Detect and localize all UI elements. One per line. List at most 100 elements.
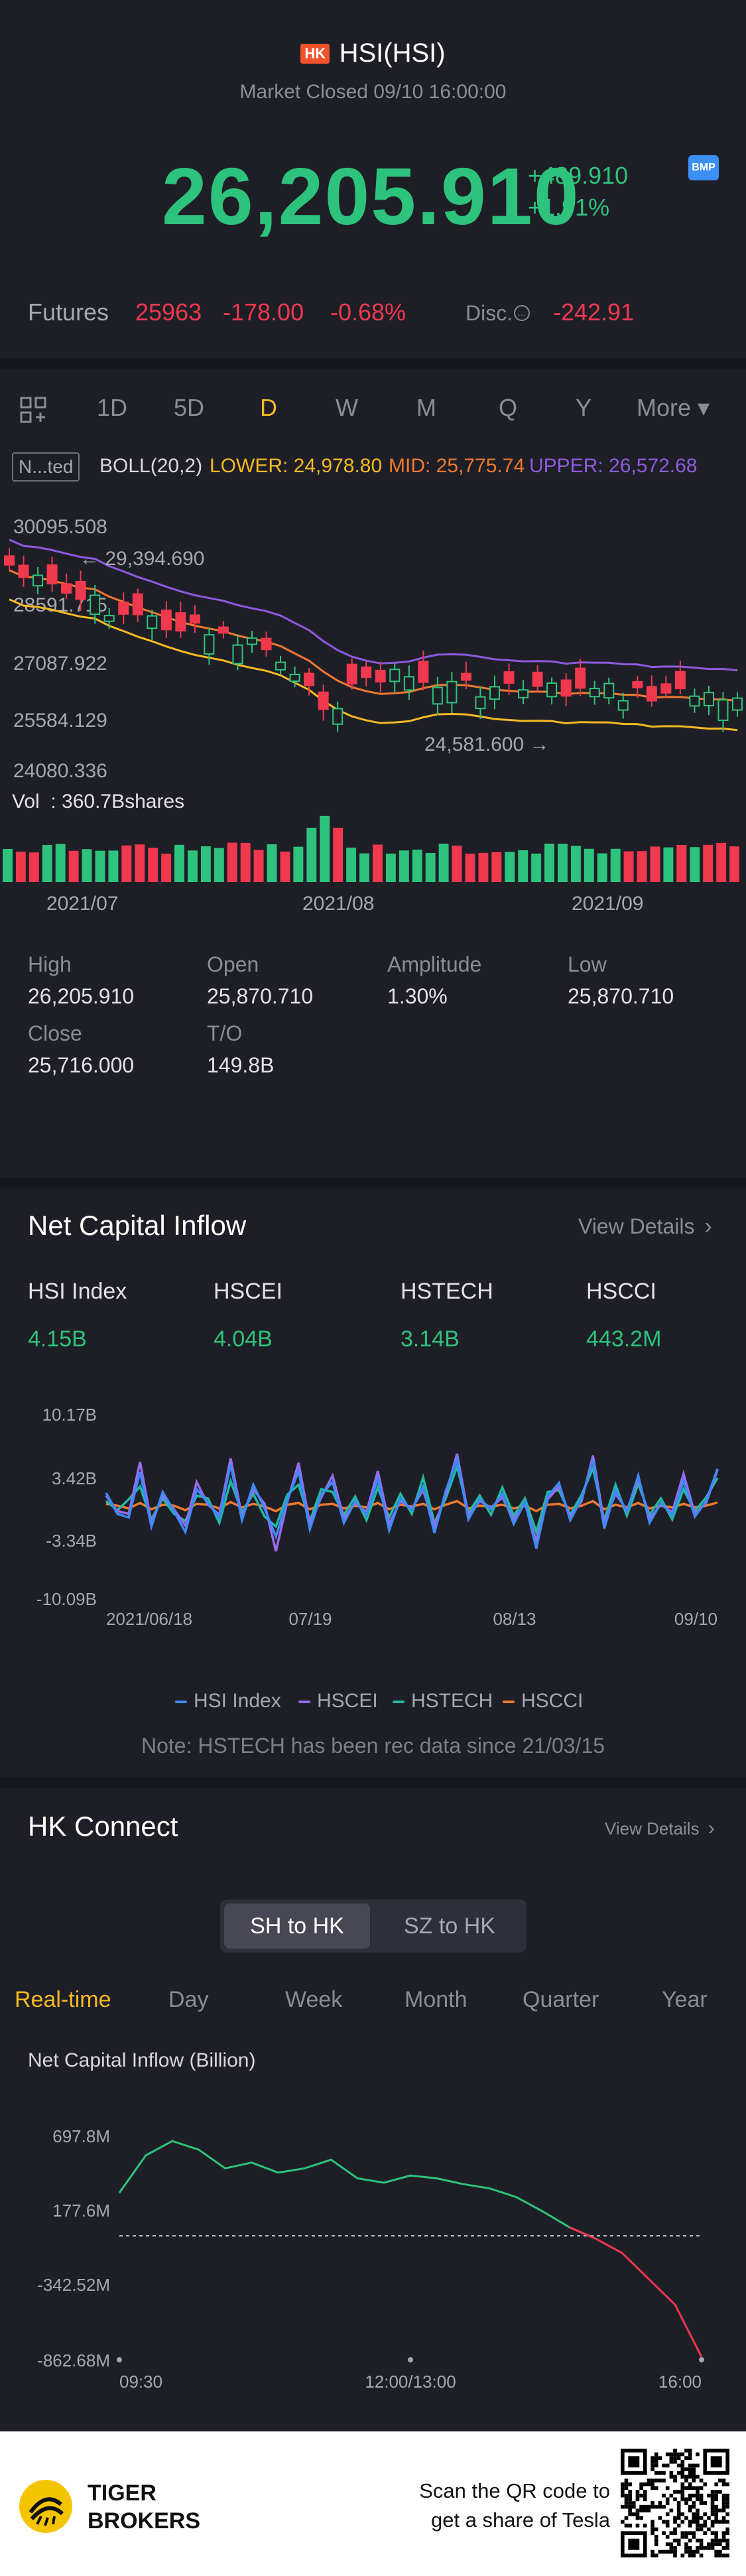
qr-module — [680, 2459, 685, 2464]
tab-real-time[interactable]: Real-time — [15, 1987, 111, 2012]
qr-module — [651, 2524, 654, 2528]
kline-y-label: 24080.336 — [13, 760, 107, 782]
y-tick-label: -342.52M — [37, 2275, 110, 2295]
index-value: 3.14B — [401, 1326, 460, 1352]
price-change-pct: +1.91% — [528, 194, 610, 221]
candle-body — [646, 686, 657, 702]
tab-1d[interactable]: 1D — [97, 394, 128, 421]
qr-module — [647, 2504, 651, 2509]
qr-module — [696, 2546, 700, 2550]
series-line-hsi-index — [105, 1454, 719, 1549]
stock-title: HSI(HSI) — [339, 38, 446, 68]
candle-body — [247, 637, 257, 645]
volume-bar — [214, 848, 224, 882]
qr-module — [699, 2493, 704, 2498]
qr-module — [662, 2520, 666, 2524]
x-tick-label: 12:00/13:00 — [365, 2372, 456, 2392]
futures-price: 25963 — [135, 298, 202, 326]
qr-module — [684, 2501, 688, 2505]
qr-module — [692, 2516, 696, 2520]
qr-module — [643, 2504, 647, 2509]
tab-quarter[interactable]: Quarter — [523, 1987, 599, 2012]
qr-module — [676, 2538, 681, 2543]
qr-module — [673, 2553, 677, 2557]
qr-module — [628, 2482, 632, 2486]
info-icon[interactable]: … — [514, 305, 530, 321]
candle-body — [46, 564, 58, 585]
tab-day[interactable]: Day — [168, 1987, 209, 2012]
tab-d[interactable]: D — [260, 394, 277, 421]
qr-module — [688, 2475, 692, 2479]
brand-line2: BROKERS — [88, 2508, 201, 2534]
qr-module — [688, 2531, 692, 2536]
qr-module — [692, 2531, 696, 2536]
qr-module — [658, 2456, 662, 2460]
qr-module — [651, 2504, 654, 2509]
tab-month[interactable]: Month — [404, 1987, 467, 2012]
qr-module — [624, 2497, 629, 2502]
tab-m[interactable]: M — [416, 394, 436, 421]
y-tick-label: -10.09B — [36, 1589, 97, 1609]
qr-module — [699, 2546, 704, 2550]
kline-y-label: 27087.922 — [13, 653, 107, 675]
net-inflow-view-details[interactable]: View Details › — [578, 1214, 712, 1239]
stat-label: Close — [28, 1021, 82, 1045]
bmp-badge[interactable]: BMP — [688, 155, 719, 180]
toggle-sh-to-hk[interactable]: SH to HK — [224, 1903, 370, 1949]
connect-chart[interactable]: 697.8M 177.6M -342.52M -862.68M 09:30 12:00/1… — [0, 2109, 746, 2401]
stat-label: Amplitude — [387, 952, 482, 976]
qr-module — [703, 2531, 708, 2536]
candle-body — [418, 661, 429, 683]
candle-body — [632, 680, 643, 688]
stat-label: High — [28, 952, 72, 976]
qr-module — [680, 2452, 685, 2457]
index-name[interactable]: HSTECH — [401, 1279, 493, 1304]
tab-week[interactable]: Week — [285, 1987, 343, 2012]
qr-module — [654, 2456, 658, 2460]
qr-module — [725, 2527, 729, 2532]
qr-module — [696, 2497, 700, 2502]
hk-connect-view-details[interactable]: View Details › — [605, 1817, 715, 1839]
tab-year[interactable]: Year — [662, 1987, 708, 2012]
tab-q[interactable]: Q — [499, 394, 518, 421]
candle-body — [603, 682, 615, 699]
qr-module — [658, 2501, 662, 2505]
index-name[interactable]: HSI Index — [28, 1279, 127, 1304]
boll-lower-line — [9, 598, 738, 732]
qr-module — [692, 2486, 696, 2490]
index-name[interactable]: HSCEI — [214, 1279, 282, 1304]
qr-module — [718, 2538, 722, 2543]
kline-chart[interactable]: 30095.508 28591.715 27087.922 25584.129 … — [0, 491, 746, 796]
volume-bar — [518, 850, 528, 882]
volume-bar — [68, 850, 79, 882]
qr-module — [651, 2456, 654, 2460]
qr-module — [651, 2520, 654, 2524]
qr-module — [621, 2520, 625, 2524]
more-dropdown[interactable]: More ▾ — [637, 394, 710, 421]
index-name[interactable]: HSCCI — [586, 1279, 656, 1304]
qr-module — [725, 2542, 729, 2547]
qr-module — [718, 2479, 722, 2482]
chart-type-icon[interactable] — [19, 395, 48, 424]
kline-y-label: 30095.508 — [13, 516, 107, 538]
indicator-select[interactable]: N...ted — [12, 452, 80, 482]
qr-module — [673, 2452, 677, 2457]
legend-hsi: HSI Index — [175, 1690, 281, 1712]
tab-y[interactable]: Y — [576, 394, 592, 421]
tab-w[interactable]: W — [336, 394, 358, 421]
connect-chart-title: Net Capital Inflow (Billion) — [28, 2049, 256, 2071]
y-tick-label: 10.17B — [42, 1405, 97, 1425]
qr-module — [710, 2490, 715, 2494]
qr-module — [696, 2524, 700, 2528]
indicator-name: BOLL(20,2) — [99, 455, 203, 477]
x-tick-dot — [408, 2357, 413, 2362]
candle-body — [532, 671, 543, 687]
net-inflow-chart[interactable]: 10.17B 3.42B -3.34B -10.09B 2021/06/18 07/19 0… — [0, 1393, 746, 1645]
qr-module — [703, 2524, 708, 2528]
candle-body — [389, 669, 401, 682]
tab-5d[interactable]: 5D — [174, 394, 205, 421]
toggle-sz-to-hk[interactable]: SZ to HK — [404, 1913, 495, 1939]
scan-line2: get a share of Tesla — [431, 2508, 610, 2532]
boll-upper-line — [9, 539, 738, 672]
candle-body — [103, 615, 115, 622]
